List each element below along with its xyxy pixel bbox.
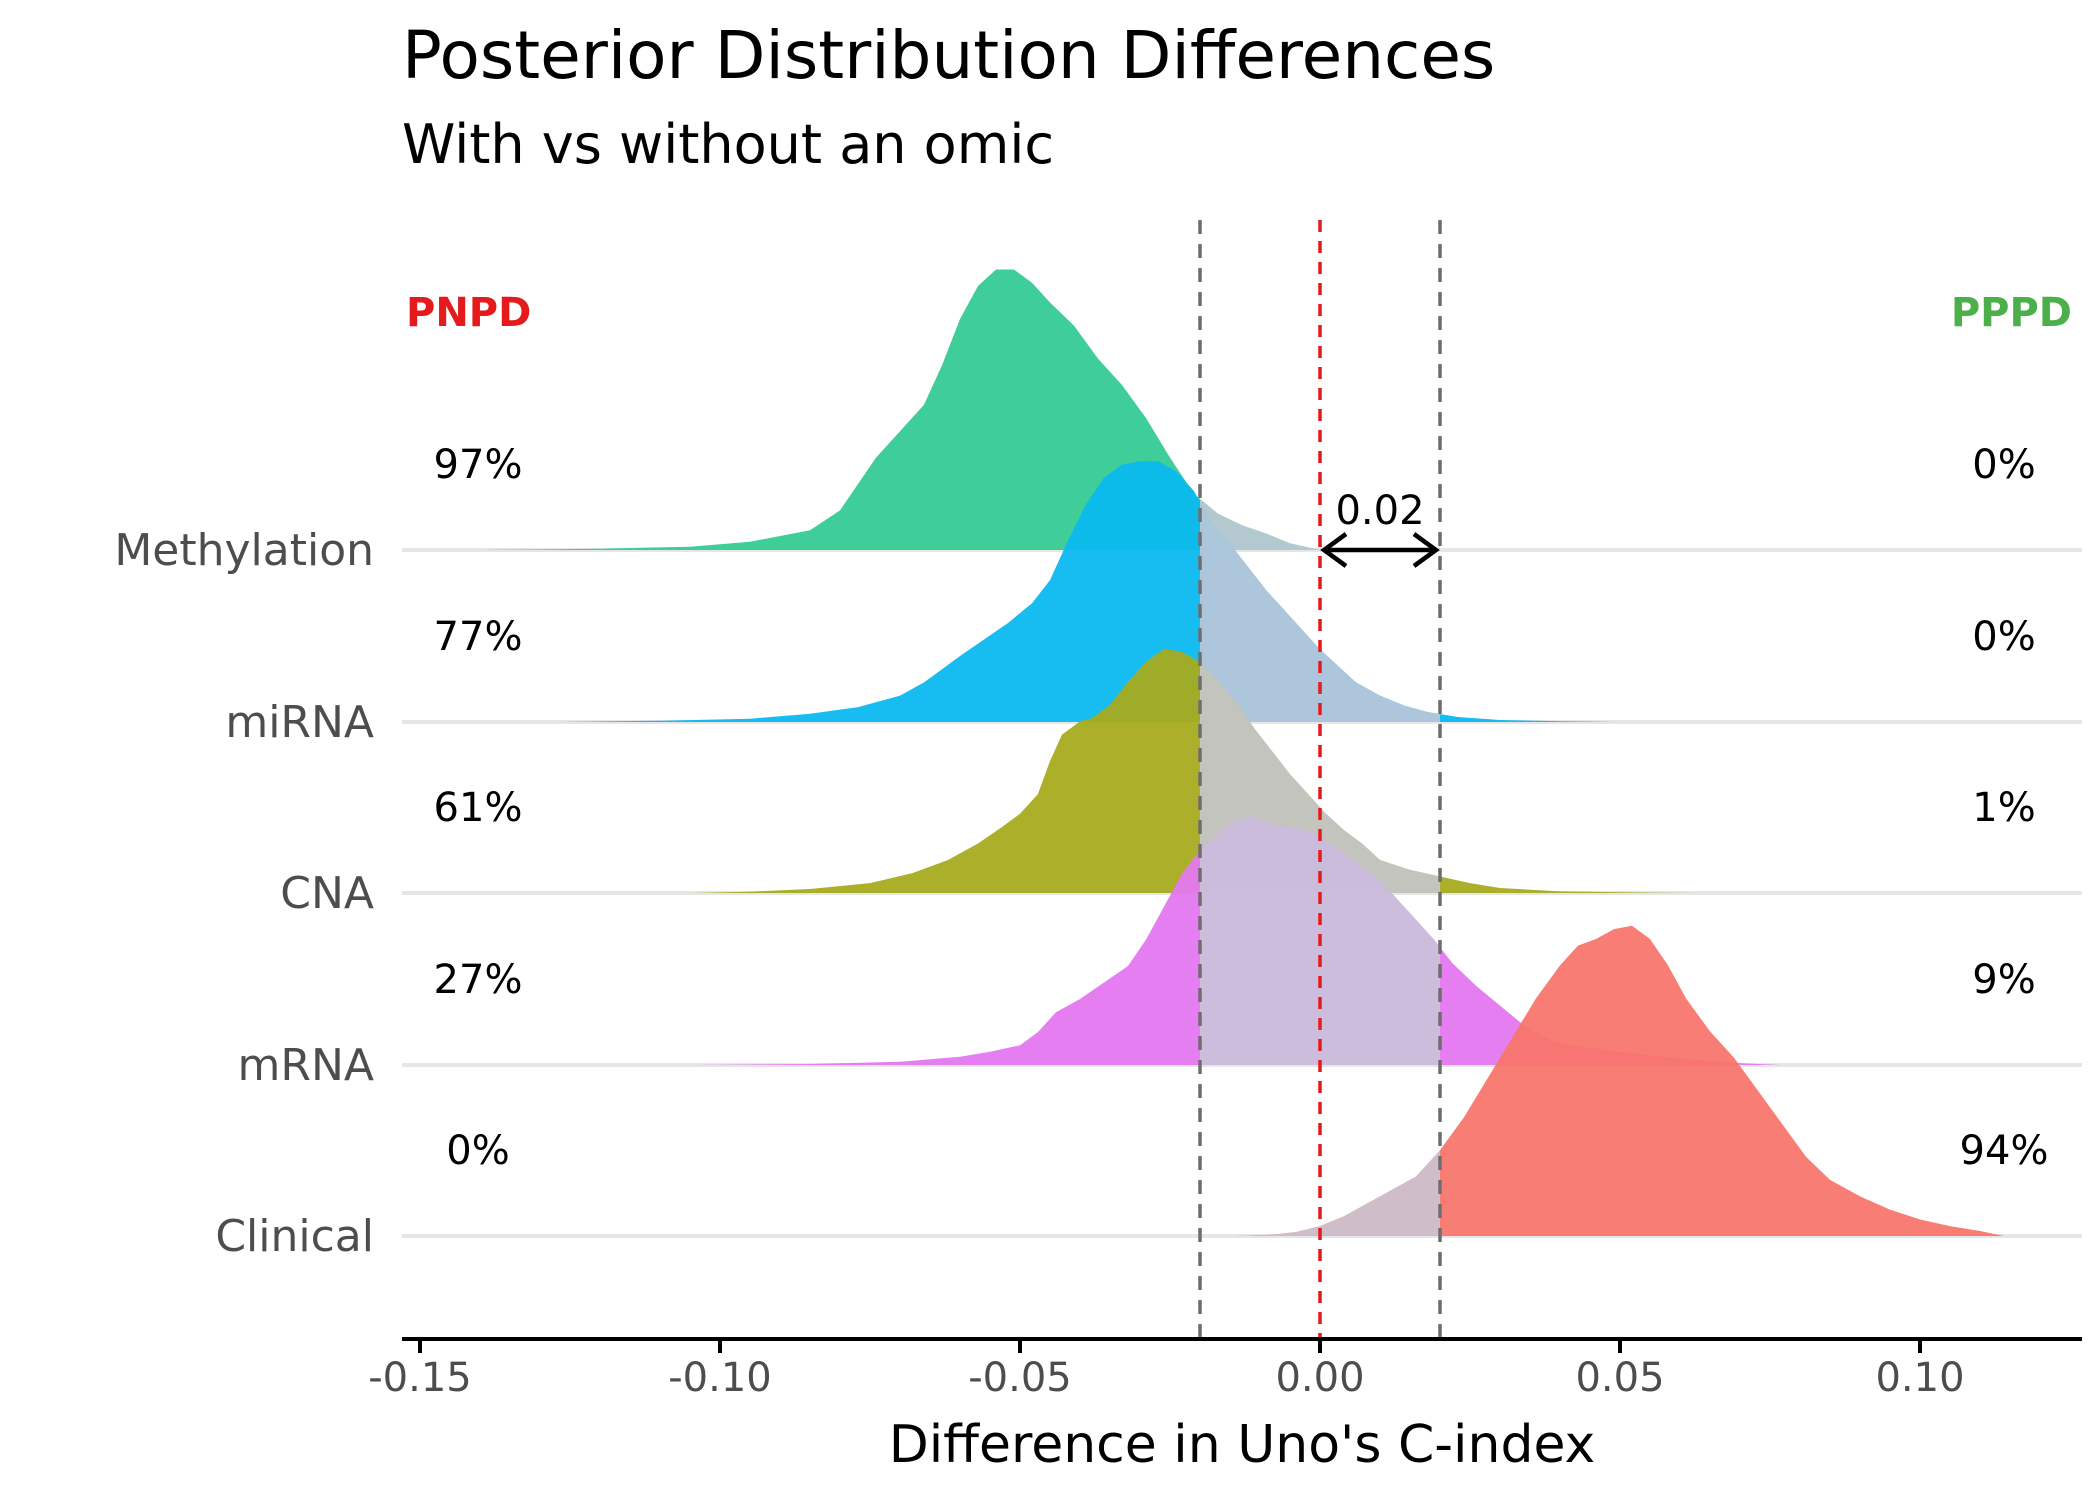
density-clinical	[1236, 925, 2004, 1236]
x-tick-label: 0.00	[1275, 1355, 1364, 1401]
chart-subtitle: With vs without an omic	[402, 113, 1054, 176]
category-label-mrna: mRNA	[238, 1040, 374, 1091]
ridge-methylation	[480, 269, 1320, 550]
x-tick-label: -0.10	[668, 1355, 772, 1401]
pppd-value-mrna: 9%	[1972, 957, 2035, 1003]
pppd-value-clinical: 94%	[1960, 1128, 2049, 1174]
x-tick-label: -0.15	[368, 1355, 472, 1401]
ridge-cna	[690, 648, 1698, 893]
pppd-value-methylation: 0%	[1972, 442, 2035, 488]
pppd-value-cna: 1%	[1972, 785, 2035, 831]
pnpd-value-clinical: 0%	[446, 1128, 509, 1174]
pppd-heading: PPPD	[1951, 290, 2072, 336]
density-mirna	[558, 461, 1620, 722]
ridges	[480, 269, 2004, 1236]
category-label-mirna: miRNA	[225, 697, 374, 748]
probability-labels: 97% 0% 77% 0% 61% 1% 27% 9% 0% 94%	[434, 442, 2049, 1174]
pnpd-value-mirna: 77%	[434, 614, 523, 660]
x-axis: -0.15 -0.10 -0.05 0.00 0.05 0.10	[368, 1337, 2082, 1401]
x-tick-label: -0.05	[968, 1355, 1072, 1401]
pnpd-value-cna: 61%	[434, 785, 523, 831]
reference-lines	[1198, 220, 1442, 1340]
category-label-methylation: Methylation	[114, 525, 374, 576]
chart-title: Posterior Distribution Differences	[402, 17, 1495, 94]
category-label-clinical: Clinical	[215, 1211, 374, 1262]
pnpd-value-methylation: 97%	[434, 442, 523, 488]
category-labels: Methylation miRNA CNA mRNA Clinical	[114, 525, 374, 1262]
x-tick-label: 0.10	[1875, 1355, 1964, 1401]
pnpd-heading: PNPD	[406, 290, 531, 336]
x-tick-label: 0.05	[1575, 1355, 1664, 1401]
category-label-cna: CNA	[280, 868, 374, 919]
threshold-arrow-left-head	[1320, 532, 1348, 568]
threshold-marker: 0.02	[1320, 488, 1440, 568]
density-cna	[690, 648, 1698, 893]
pnpd-value-mrna: 27%	[434, 957, 523, 1003]
threshold-label: 0.02	[1335, 488, 1424, 534]
pppd-value-mirna: 0%	[1972, 614, 2035, 660]
threshold-arrow-right-head	[1412, 532, 1440, 568]
x-axis-label: Difference in Uno's C-index	[889, 1415, 1596, 1475]
